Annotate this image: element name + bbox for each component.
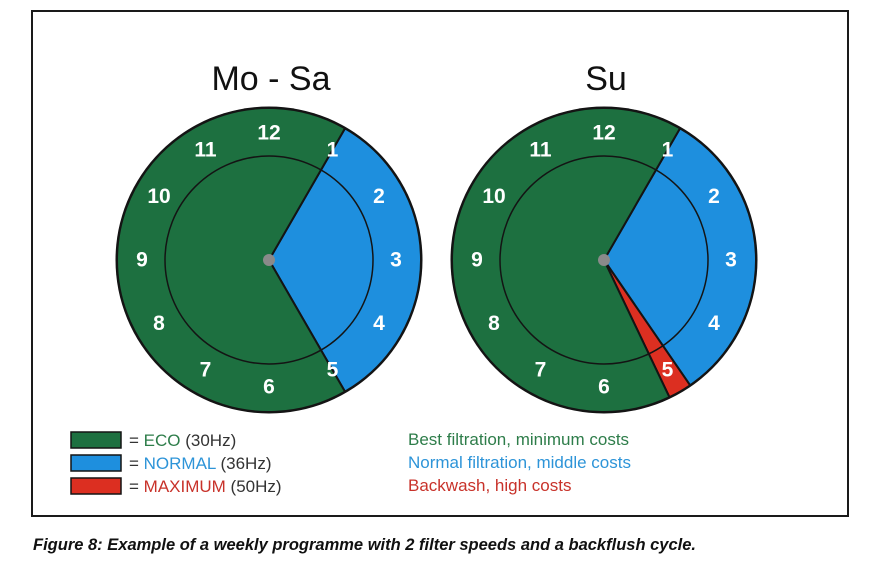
hour-label-8: 8 <box>153 312 165 335</box>
legend-swatch-maximum <box>70 477 122 495</box>
clock-title: Su <box>585 60 627 98</box>
clock-title: Mo - Sa <box>211 60 330 98</box>
hour-label-3: 3 <box>390 249 402 272</box>
hour-label-11: 11 <box>194 139 217 162</box>
clock-hub <box>263 254 275 266</box>
hour-label-10: 10 <box>482 185 505 208</box>
legend-description-eco: Best filtration, minimum costs <box>408 430 629 449</box>
legend-swatch-normal <box>70 454 122 472</box>
hour-label-1: 1 <box>662 139 674 162</box>
hour-label-3: 3 <box>725 249 737 272</box>
segment-normal <box>268 127 422 393</box>
hour-label-4: 4 <box>708 312 720 335</box>
inner-ring <box>499 155 709 365</box>
hour-label-6: 6 <box>263 376 275 399</box>
hour-label-12: 12 <box>592 122 615 145</box>
hour-label-5: 5 <box>327 359 339 382</box>
hour-label-9: 9 <box>136 249 148 272</box>
hour-label-9: 9 <box>471 249 483 272</box>
speed-legend: = ECO (30Hz) Best filtration, minimum cos… <box>70 430 631 496</box>
legend-label-normal: = NORMAL (36Hz) <box>129 454 272 473</box>
hour-label-10: 10 <box>147 185 170 208</box>
hour-label-2: 2 <box>708 185 720 208</box>
hour-label-2: 2 <box>373 185 385 208</box>
hour-label-1: 1 <box>327 139 339 162</box>
legend-label-eco: = ECO (30Hz) <box>129 431 236 450</box>
legend-description-normal: Normal filtration, middle costs <box>408 453 631 472</box>
hour-label-5: 5 <box>662 359 674 382</box>
inner-ring <box>164 155 374 365</box>
hour-label-11: 11 <box>529 139 552 162</box>
legend-swatch-eco <box>70 431 122 449</box>
figure-frame: Mo - Sa 12 1 2 3 4 5 6 7 8 9 10 11 Su 12 1 2 3 4 5 6 7 8 9 10 11… <box>31 10 849 517</box>
segment-eco <box>451 107 681 413</box>
segment-normal <box>603 127 757 387</box>
figure-caption: Figure 8: Example of a weekly programme … <box>33 536 696 554</box>
hour-label-7: 7 <box>535 359 547 382</box>
legend-description-maximum: Backwash, high costs <box>408 476 571 495</box>
hour-label-7: 7 <box>200 359 212 382</box>
legend-label-maximum: = MAXIMUM (50Hz) <box>129 477 282 496</box>
hour-label-4: 4 <box>373 312 385 335</box>
segment-eco <box>116 107 346 413</box>
hour-label-12: 12 <box>257 122 280 145</box>
hour-label-8: 8 <box>488 312 500 335</box>
clock-hub <box>598 254 610 266</box>
hour-label-6: 6 <box>598 376 610 399</box>
